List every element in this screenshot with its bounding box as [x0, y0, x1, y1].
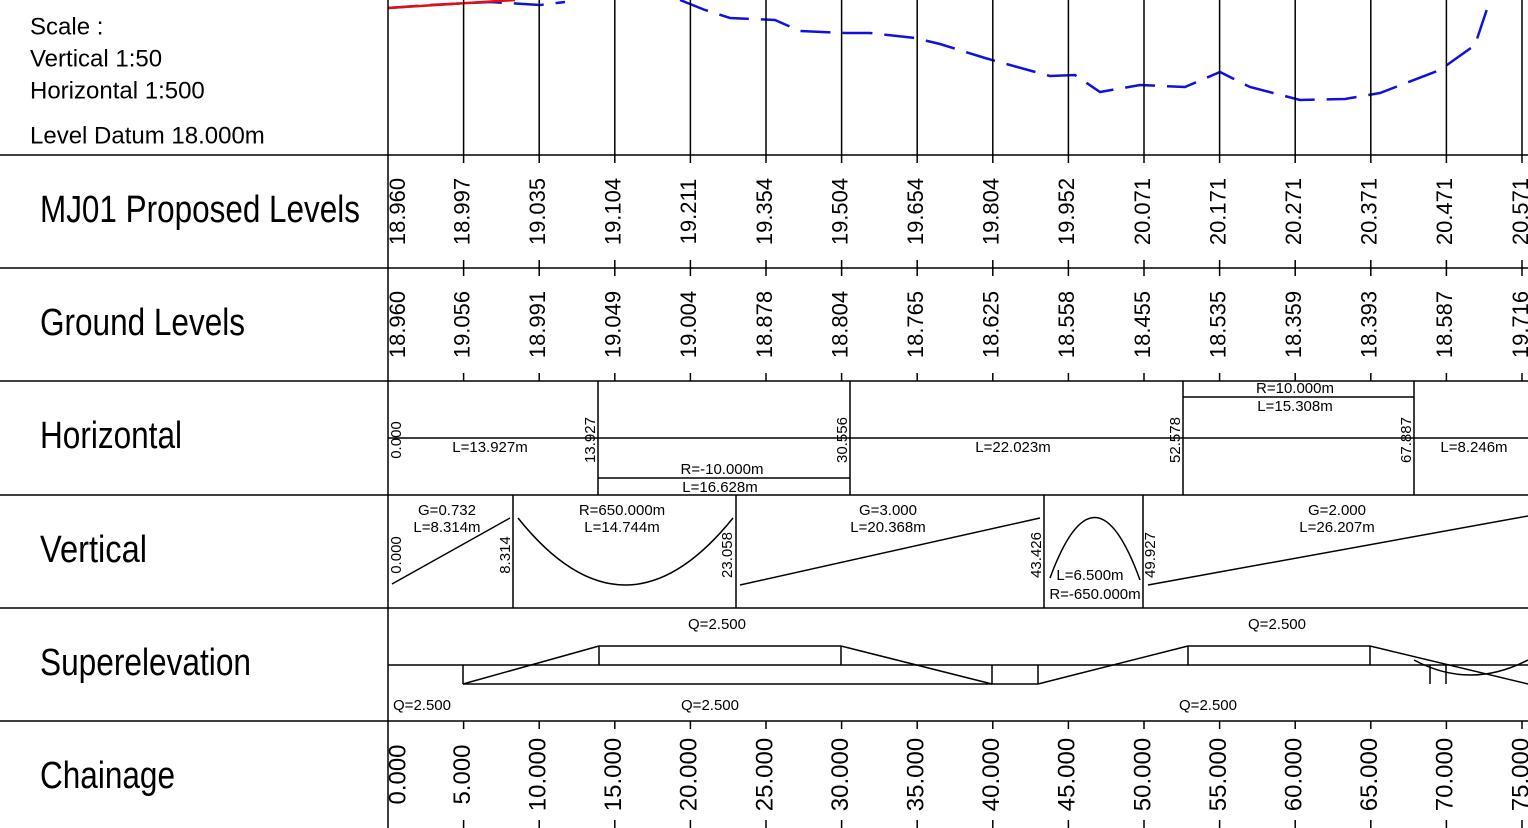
row-value: 30.000 [827, 738, 854, 811]
row-value: 18.625 [979, 291, 1004, 358]
row-value: 55.000 [1205, 738, 1232, 811]
level-datum: Level Datum 18.000m [30, 122, 265, 149]
row-value: 75.000 [1507, 738, 1528, 811]
row-value: 19.354 [752, 178, 777, 245]
row-value: 20.000 [676, 738, 703, 811]
row-value: 19.952 [1054, 178, 1079, 245]
row-value: 18.804 [827, 291, 852, 358]
row-value: 45.000 [1054, 738, 1081, 811]
row-value: 60.000 [1281, 738, 1308, 811]
annotation: Q=2.500 [688, 616, 746, 633]
row-label: MJ01 Proposed Levels [40, 189, 360, 231]
proposed-profile [387, 0, 516, 10]
horizontal-geometry [388, 381, 1528, 495]
row-value: 18.991 [525, 291, 550, 358]
row-value: 18.558 [1054, 291, 1079, 358]
row-value: 19.804 [979, 178, 1004, 245]
row-value: 19.654 [903, 178, 928, 245]
horizontal-scale: Horizontal 1:500 [30, 77, 205, 104]
annotation: 0.000 [388, 536, 405, 574]
row-value: 40.000 [978, 738, 1005, 811]
row-value: 19.049 [601, 291, 626, 358]
row-value: 10.000 [525, 738, 552, 811]
row-value: 18.960 [385, 291, 410, 358]
profile [387, 0, 1492, 102]
scale-title: Scale : [30, 13, 103, 40]
annotation: Q=2.500 [1248, 616, 1306, 633]
row-label: Chainage [40, 755, 175, 797]
row-value: 20.171 [1205, 178, 1230, 245]
vertical-scale: Vertical 1:50 [30, 45, 162, 72]
annotation: Q=2.500 [681, 697, 739, 714]
annotation: R=650.000m [579, 502, 665, 519]
row-value: 50.000 [1129, 738, 1156, 811]
superelevation-geometry [388, 645, 1528, 685]
annotation: L=8.246m [1440, 439, 1507, 456]
row-value: 19.035 [525, 178, 550, 245]
annotation: G=3.000 [859, 502, 917, 519]
annotation: L=26.207m [1299, 519, 1374, 536]
row-value: 20.571 [1508, 178, 1528, 245]
annotation: R=10.000m [1256, 380, 1334, 397]
row-value: 20.371 [1357, 178, 1382, 245]
row-value: 18.535 [1205, 291, 1230, 358]
row-value: 18.997 [449, 178, 474, 245]
ground-profile [387, 0, 1492, 102]
annotation: L=16.628m [682, 479, 757, 496]
annotation: Q=2.500 [393, 697, 451, 714]
annotation: Q=2.500 [1179, 697, 1237, 714]
annotation: 0.000 [388, 421, 405, 459]
annotation: R=-10.000m [681, 461, 764, 478]
row-value: 65.000 [1356, 738, 1383, 811]
annotation: 30.556 [834, 417, 851, 463]
row-value: 19.104 [601, 178, 626, 245]
annotation: 8.314 [497, 536, 514, 574]
row-value: 35.000 [903, 738, 930, 811]
row-value: 20.071 [1130, 178, 1155, 245]
row-value: 19.056 [449, 291, 474, 358]
row-value: 18.359 [1281, 291, 1306, 358]
row-value: 19.211 [676, 179, 701, 245]
annotation: R=-650.000m [1049, 586, 1140, 603]
row-label: Vertical [40, 529, 147, 571]
row-value: 25.000 [751, 738, 778, 811]
row-value: 15.000 [600, 738, 627, 811]
annotation: L=14.744m [584, 519, 659, 536]
annotation: L=6.500m [1056, 567, 1123, 584]
row-value: 18.587 [1432, 291, 1457, 358]
row-value: 18.455 [1130, 291, 1155, 358]
annotation: L=20.368m [850, 519, 925, 536]
row-value: 20.271 [1281, 178, 1306, 245]
row-label: Horizontal [40, 415, 182, 457]
row-value: 0.000 [384, 744, 411, 804]
annotation: 49.927 [1142, 532, 1159, 578]
row-value: 70.000 [1432, 738, 1459, 811]
row-value: 5.000 [449, 744, 476, 804]
annotation: 52.578 [1167, 417, 1184, 463]
annotation: G=0.732 [418, 502, 476, 519]
annotation: 13.927 [582, 417, 599, 463]
row-label: Superelevation [40, 642, 251, 684]
vertical-geometry [391, 495, 1528, 608]
row-value: 18.393 [1357, 291, 1382, 358]
row-value: 18.765 [903, 291, 928, 358]
annotation: 43.426 [1028, 532, 1045, 578]
annotation: 23.058 [719, 532, 736, 578]
row-value: 18.960 [385, 178, 410, 245]
annotation: L=22.023m [975, 439, 1050, 456]
row-value: 19.716 [1508, 291, 1528, 358]
row-value: 20.471 [1432, 178, 1457, 245]
row-value: 19.504 [827, 178, 852, 245]
row-value: 19.004 [676, 291, 701, 358]
row-label: Ground Levels [40, 302, 245, 344]
annotation: 67.887 [1398, 417, 1415, 463]
annotation: L=13.927m [452, 439, 527, 456]
annotation: G=2.000 [1308, 502, 1366, 519]
row-value: 18.878 [752, 291, 777, 358]
annotation: L=8.314m [413, 519, 480, 536]
annotation: L=15.308m [1257, 398, 1332, 415]
